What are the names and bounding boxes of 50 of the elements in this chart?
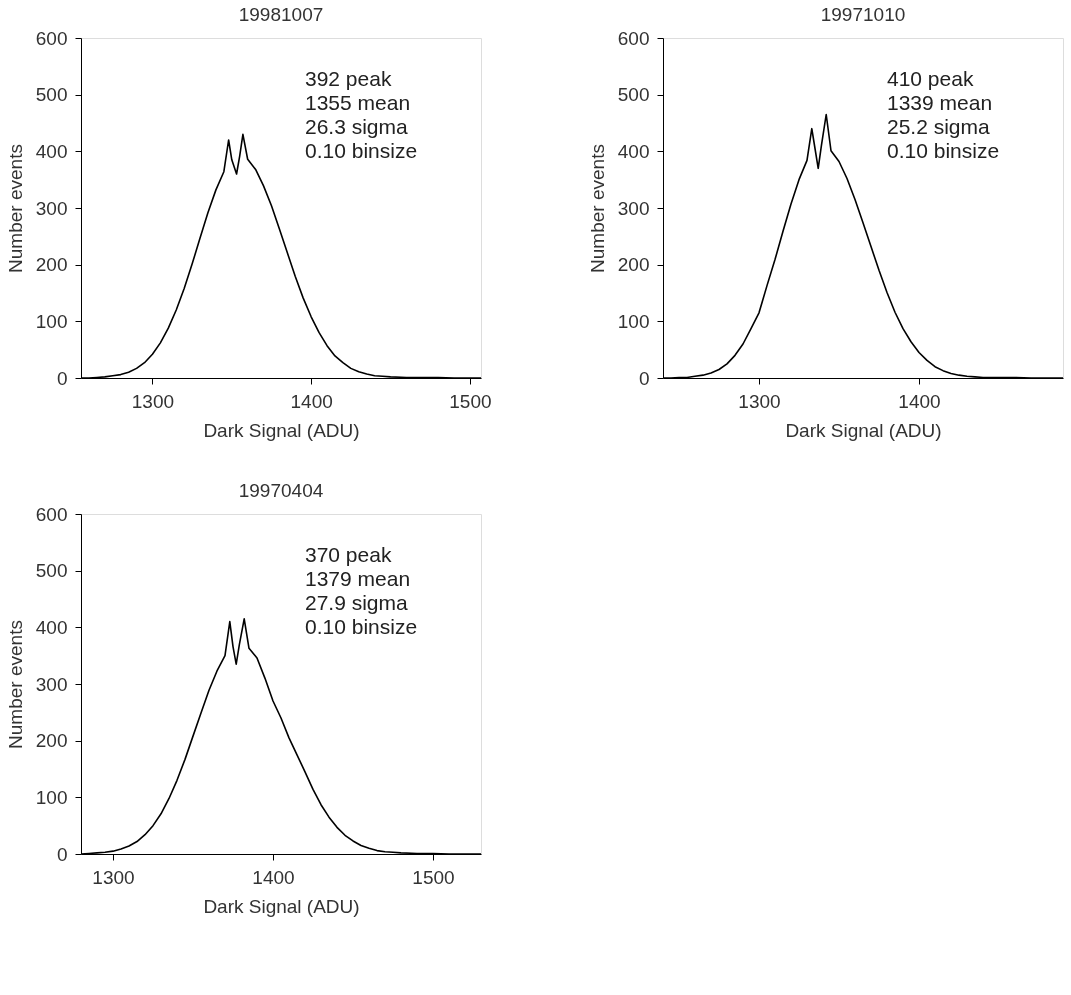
y-axis-title: Number events: [4, 620, 26, 749]
x-axis-title: Dark Signal (ADU): [785, 419, 942, 441]
x-tick-label: 1300: [131, 390, 175, 412]
y-tick-label: 400: [35, 616, 68, 638]
annotation: 370 peak: [305, 543, 392, 566]
chart-title: 19981007: [238, 4, 324, 25]
chart-title: 19970404: [238, 480, 324, 501]
annotation: 26.3 sigma: [305, 115, 409, 138]
y-tick-label: 300: [35, 673, 68, 695]
y-tick-label: 600: [35, 503, 68, 525]
y-tick-label: 100: [35, 786, 68, 808]
chart-title: 19971010: [820, 4, 906, 25]
y-tick-label: 100: [35, 310, 68, 332]
x-tick-label: 1500: [412, 866, 455, 888]
x-tick-label: 1300: [92, 866, 135, 888]
y-axis-title: Number events: [4, 144, 26, 273]
annotation: 1355 mean: [305, 91, 411, 114]
y-tick-label: 0: [56, 367, 68, 389]
y-tick-label: 500: [35, 560, 68, 582]
x-tick-label: 1500: [449, 390, 492, 412]
annotation: 1339 mean: [887, 91, 993, 114]
annotation: 25.2 sigma: [887, 115, 991, 138]
y-tick-label: 400: [35, 140, 68, 162]
y-tick-label: 600: [35, 27, 68, 49]
x-tick-label: 1300: [738, 390, 781, 412]
y-tick-label: 0: [638, 367, 650, 389]
annotation: 0.10 binsize: [305, 615, 418, 638]
y-tick-label: 200: [35, 254, 68, 276]
x-tick-label: 1400: [290, 390, 333, 412]
y-tick-label: 400: [617, 140, 650, 162]
y-tick-label: 500: [35, 84, 68, 106]
x-tick-label: 1400: [252, 866, 295, 888]
y-axis-title: Number events: [586, 144, 608, 273]
x-axis-title: Dark Signal (ADU): [203, 895, 360, 917]
y-tick-label: 300: [617, 197, 650, 219]
y-tick-label: 100: [617, 310, 650, 332]
y-tick-label: 0: [56, 843, 68, 865]
x-axis-title: Dark Signal (ADU): [203, 419, 360, 441]
annotation: 0.10 binsize: [887, 139, 1000, 162]
x-tick-label: 1400: [898, 390, 941, 412]
y-tick-label: 200: [617, 254, 650, 276]
y-tick-label: 300: [35, 197, 68, 219]
annotation: 410 peak: [887, 67, 974, 90]
annotation: 27.9 sigma: [305, 591, 409, 614]
annotation: 0.10 binsize: [305, 139, 418, 162]
y-tick-label: 500: [617, 84, 650, 106]
annotation: 392 peak: [305, 67, 392, 90]
y-tick-label: 200: [35, 730, 68, 752]
annotation: 1379 mean: [305, 567, 411, 590]
y-tick-label: 600: [617, 27, 650, 49]
